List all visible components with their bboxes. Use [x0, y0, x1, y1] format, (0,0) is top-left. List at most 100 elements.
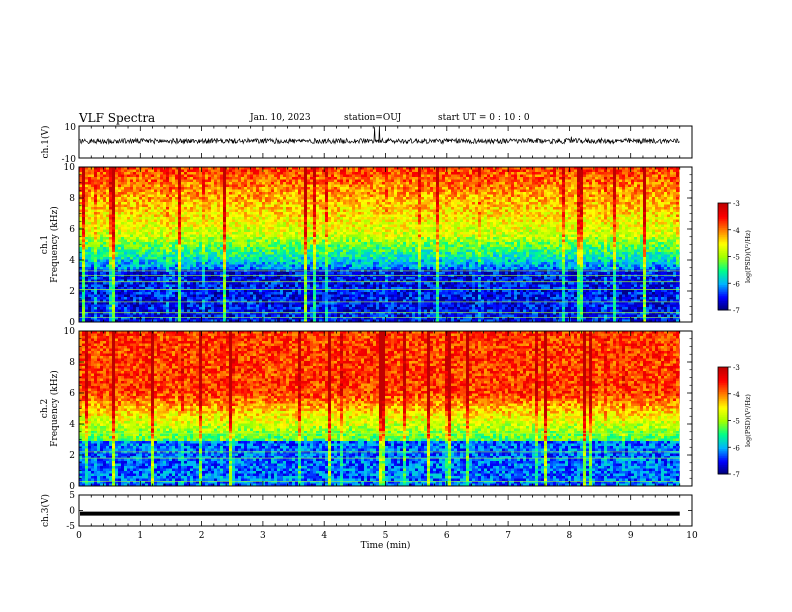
spectrogram-cell	[286, 307, 289, 310]
spectrogram-cell	[85, 232, 88, 235]
spectrogram-cell	[85, 315, 88, 318]
spectrogram-cell	[289, 225, 292, 228]
spectrogram-cell	[175, 217, 178, 220]
spectrogram-cell	[151, 265, 154, 268]
spectrogram-cell	[181, 252, 184, 255]
spectrogram-cell	[181, 315, 184, 318]
spectrogram-cell	[253, 215, 256, 218]
spectrogram-cell	[301, 170, 304, 173]
spectrogram-cell	[193, 257, 196, 260]
ch1-waveform-trace	[80, 126, 679, 144]
spectrogram-cell	[160, 180, 163, 183]
spectrogram-cell	[91, 185, 94, 188]
spectrogram-cell	[121, 217, 124, 220]
spectrogram-cell	[241, 315, 244, 318]
spectrogram-cell	[121, 282, 124, 285]
spectrogram-cell	[202, 252, 205, 255]
spectrogram-cell	[85, 247, 88, 250]
spectrogram-cell	[238, 185, 241, 188]
spectrogram-cell	[133, 195, 136, 198]
spectrogram-cell	[154, 262, 157, 265]
spectrogram-cell	[262, 260, 265, 263]
spectrogram-cell	[223, 307, 226, 310]
spectrogram-cell	[208, 262, 211, 265]
spectrogram-cell	[277, 255, 280, 258]
spectrogram-cell	[88, 175, 91, 178]
spectrogram-cell	[136, 265, 139, 268]
spectrogram-cell	[187, 197, 190, 200]
spectrogram-cell	[256, 237, 259, 240]
spectrogram-cell	[103, 195, 106, 198]
spectrogram-cell	[136, 212, 139, 215]
spectrogram-cell	[130, 227, 133, 230]
spectrogram-cell	[127, 220, 130, 223]
spectrogram-cell	[304, 217, 307, 220]
spectrogram-cell	[115, 190, 118, 193]
spectrogram-cell	[205, 195, 208, 198]
spectrogram-cell	[217, 277, 220, 280]
spectrogram-cell	[223, 217, 226, 220]
spectrogram-cell	[163, 265, 166, 268]
spectrogram-cell	[295, 232, 298, 235]
spectrogram-cell	[244, 255, 247, 258]
spectrogram-cell	[292, 282, 295, 285]
spectrogram-cell	[154, 197, 157, 200]
spectrogram-cell	[91, 265, 94, 268]
spectrogram-cell	[127, 215, 130, 218]
spectrogram-cell	[277, 307, 280, 310]
spectrogram-cell	[130, 252, 133, 255]
spectrogram-cell	[199, 212, 202, 215]
spectrogram-cell	[313, 175, 316, 178]
spectrogram-cell	[235, 175, 238, 178]
spectrogram-cell	[88, 272, 91, 275]
spectrogram-cell	[190, 285, 193, 288]
spectrogram-cell	[163, 210, 166, 213]
spectrogram-cell	[244, 250, 247, 253]
spectrogram-cell	[190, 310, 193, 313]
spectrogram-cell	[97, 232, 100, 235]
spectrogram-cell	[253, 170, 256, 173]
spectrogram-cell	[220, 305, 223, 308]
spectrogram-cell	[88, 235, 91, 238]
spectrogram-cell	[124, 237, 127, 240]
spectrogram-cell	[298, 190, 301, 193]
spectrogram-cell	[157, 297, 160, 300]
spectrogram-cell	[268, 265, 271, 268]
spectrogram-cell	[130, 170, 133, 173]
spectrogram-cell	[268, 307, 271, 310]
spectrogram-cell	[280, 205, 283, 208]
spectrogram-cell	[259, 207, 262, 210]
spectrogram-cell	[286, 182, 289, 185]
spectrogram-cell	[112, 177, 115, 180]
spectrogram-cell	[283, 205, 286, 208]
spectrogram-cell	[196, 315, 199, 318]
spectrogram-cell	[187, 295, 190, 298]
spectrogram-cell	[169, 240, 172, 243]
spectrogram-cell	[130, 215, 133, 218]
spectrogram-cell	[202, 315, 205, 318]
spectrogram-cell	[154, 305, 157, 308]
spectrogram-cell	[133, 307, 136, 310]
spectrogram-cell	[298, 200, 301, 203]
spectrogram-cell	[301, 315, 304, 318]
spectrogram-cell	[193, 205, 196, 208]
spectrogram-cell	[169, 242, 172, 245]
spectrogram-cell	[253, 315, 256, 318]
spectrogram-cell	[124, 205, 127, 208]
spectrogram-cell	[133, 230, 136, 233]
spectrogram-cell	[265, 217, 268, 220]
spectrogram-cell	[127, 297, 130, 300]
spectrogram-cell	[160, 177, 163, 180]
spectrogram-cell	[289, 217, 292, 220]
spectrogram-cell	[202, 207, 205, 210]
spectrogram-cell	[256, 290, 259, 293]
spectrogram-cell	[304, 242, 307, 245]
spectrogram-cell	[226, 282, 229, 285]
spectrogram-cell	[133, 305, 136, 308]
spectrogram-cell	[160, 210, 163, 213]
spectrogram-cell	[280, 302, 283, 305]
spectrogram-cell	[268, 267, 271, 270]
spectrogram-cell	[160, 282, 163, 285]
spectrogram-cell	[184, 225, 187, 228]
spectrogram-cell	[256, 240, 259, 243]
